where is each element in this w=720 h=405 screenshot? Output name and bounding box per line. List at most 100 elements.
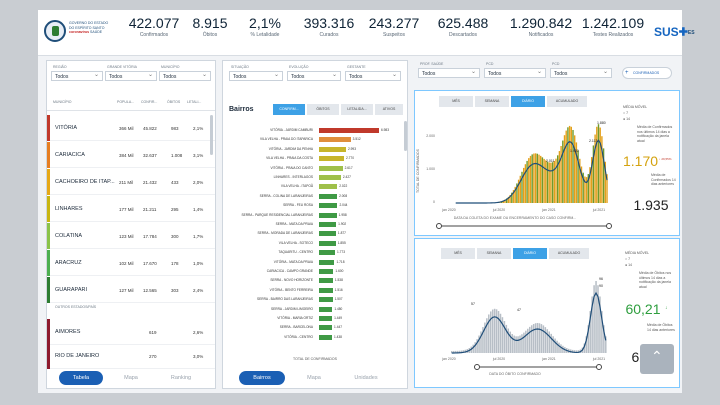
daily-bar[interactable] <box>472 344 474 353</box>
daily-bar[interactable] <box>562 345 564 353</box>
daily-bar[interactable] <box>530 325 533 353</box>
table-row[interactable]: CARIACICA 384 Mil 32.637 1.008 3,1% <box>47 142 215 168</box>
bar[interactable] <box>319 316 333 321</box>
col-populacao[interactable]: POPULA... <box>117 100 135 104</box>
daily-bar[interactable] <box>575 142 578 203</box>
bar[interactable] <box>319 334 332 340</box>
daily-bar[interactable] <box>597 124 600 203</box>
daily-bar[interactable] <box>573 350 576 353</box>
daily-bar[interactable] <box>541 157 544 203</box>
daily-bar[interactable] <box>536 153 538 203</box>
daily-bar[interactable] <box>451 350 453 353</box>
bar[interactable] <box>319 184 338 190</box>
bar[interactable] <box>319 259 335 265</box>
daily-bar[interactable] <box>532 324 535 353</box>
daily-bar[interactable] <box>533 153 535 203</box>
daily-bar[interactable] <box>493 308 496 353</box>
daily-bar[interactable] <box>551 162 554 203</box>
daily-bar[interactable] <box>599 127 601 203</box>
tab-mapa-bairros[interactable]: Mapa <box>307 375 321 381</box>
daily-bar[interactable] <box>605 336 607 353</box>
filter-region-select[interactable]: Todos <box>51 71 103 81</box>
daily-bar[interactable] <box>593 285 595 353</box>
period-mes-button[interactable]: MÊS <box>441 248 475 259</box>
slider-handle-end[interactable] <box>596 364 602 370</box>
daily-bar[interactable] <box>452 350 455 353</box>
filter-pcd2-select[interactable]: Todos <box>550 68 612 78</box>
daily-bar[interactable] <box>504 199 506 203</box>
daily-bar[interactable] <box>554 338 556 353</box>
tab-mapa[interactable]: Mapa <box>124 375 138 381</box>
daily-bar[interactable] <box>558 151 561 203</box>
daily-bar[interactable] <box>548 162 550 203</box>
daily-bar[interactable] <box>474 342 476 353</box>
daily-bar[interactable] <box>523 332 525 353</box>
daily-bar[interactable] <box>516 183 518 203</box>
daily-bar[interactable] <box>602 148 605 203</box>
daily-bar[interactable] <box>577 150 579 203</box>
bar[interactable] <box>319 128 379 133</box>
daily-bar[interactable] <box>574 135 576 203</box>
filter-evolucao-select[interactable]: Todos <box>287 71 341 81</box>
daily-bar[interactable] <box>458 350 461 353</box>
daily-bar[interactable] <box>544 327 547 353</box>
table-row[interactable]: LINHARES 177 Mil 21.211 295 1,4% <box>47 196 215 222</box>
daily-bar[interactable] <box>560 344 562 353</box>
daily-bar[interactable] <box>592 145 595 203</box>
period-mes-button[interactable]: MÊS <box>439 96 473 107</box>
daily-bar[interactable] <box>604 161 606 203</box>
radio-7[interactable]: ○ 7 <box>625 257 631 261</box>
bar[interactable] <box>319 193 338 199</box>
table-row[interactable]: CACHOEIRO DE ITAP... 211 Mil 21.432 433 2,0% <box>47 169 215 195</box>
daily-bar[interactable] <box>571 349 574 353</box>
daily-bar[interactable] <box>587 174 589 203</box>
daily-bar[interactable] <box>505 324 508 353</box>
daily-bar[interactable] <box>579 158 581 203</box>
daily-bar[interactable] <box>568 125 571 203</box>
daily-bar[interactable] <box>501 317 504 353</box>
daily-bar[interactable] <box>519 335 521 353</box>
daily-bar[interactable] <box>572 129 574 203</box>
daily-bar[interactable] <box>509 331 512 353</box>
daily-bar[interactable] <box>545 160 547 203</box>
daily-bar[interactable] <box>591 157 593 203</box>
table-row[interactable]: ARACRUZ 102 Mil 17.670 178 1,0% <box>47 250 215 276</box>
bairros-scrollbar[interactable] <box>404 121 407 151</box>
bar[interactable] <box>319 212 337 218</box>
period-acumulado-button[interactable]: ACUMULADO <box>547 96 587 107</box>
daily-bar[interactable] <box>462 350 465 353</box>
radio-7[interactable]: ○ 7 <box>623 111 629 115</box>
daily-bar[interactable] <box>599 296 601 353</box>
period-diario-button[interactable]: DIÁRIO <box>511 96 545 107</box>
daily-bar[interactable] <box>546 329 549 353</box>
scroll-up-button[interactable]: ⌃ <box>640 344 674 374</box>
daily-bar[interactable] <box>511 333 513 353</box>
confirmados-toggle[interactable]: + CONFIRMADOS <box>622 67 672 79</box>
daily-bar[interactable] <box>540 324 543 353</box>
daily-bar[interactable] <box>591 296 593 353</box>
daily-bar[interactable] <box>565 130 567 203</box>
metric-letalidade-button[interactable]: LETALIDA... <box>341 104 373 115</box>
filter-pcd-select[interactable]: Todos <box>484 68 546 78</box>
table-row[interactable]: RIO DE JANEIRO 270 3,0% <box>47 343 215 369</box>
daily-bar[interactable] <box>527 328 529 353</box>
daily-bar[interactable] <box>585 336 588 353</box>
daily-bar[interactable] <box>587 325 590 353</box>
daily-bar[interactable] <box>460 350 463 353</box>
daily-bar[interactable] <box>560 146 562 203</box>
daily-bar[interactable] <box>521 334 523 353</box>
col-obitos[interactable]: ÓBITOS <box>167 100 181 104</box>
daily-bar[interactable] <box>550 333 552 353</box>
period-semana-button[interactable]: SEMANA <box>477 248 511 259</box>
table-scrollbar[interactable] <box>210 115 213 155</box>
bar[interactable] <box>319 231 336 237</box>
daily-bar[interactable] <box>601 311 603 353</box>
daily-bar[interactable] <box>503 321 506 353</box>
filter-gestante-select[interactable]: Todos <box>345 71 401 81</box>
daily-bar[interactable] <box>538 154 540 203</box>
daily-bar[interactable] <box>548 331 551 353</box>
period-diario-button[interactable]: DIÁRIO <box>513 248 547 259</box>
bar[interactable] <box>319 325 333 331</box>
col-letalidade[interactable]: LETALI... <box>187 100 202 104</box>
daily-bar[interactable] <box>589 167 591 203</box>
